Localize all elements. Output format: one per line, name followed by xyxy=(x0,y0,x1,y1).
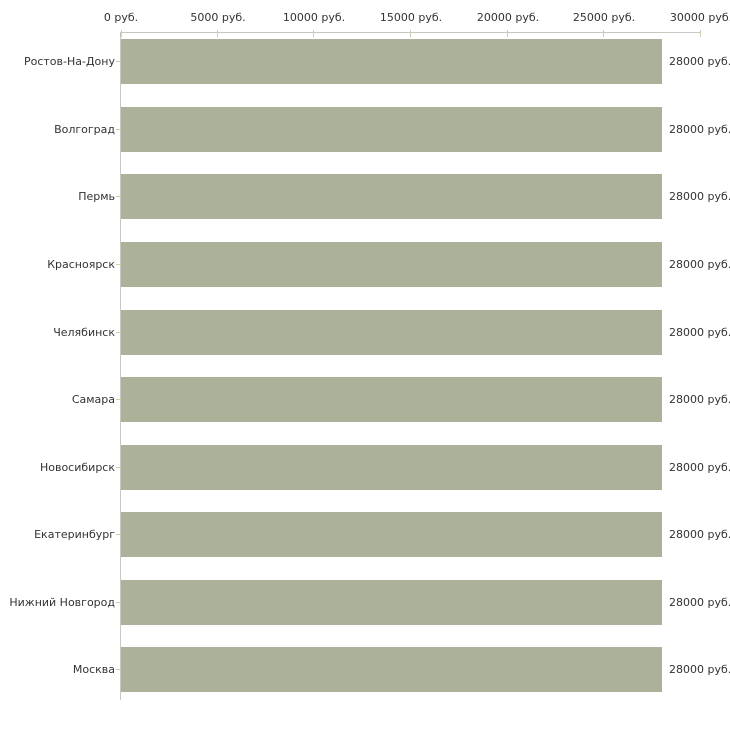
category-tick-mark xyxy=(116,602,122,603)
category-label: Ростов-На-Дону xyxy=(23,55,115,68)
x-axis-tick-mark xyxy=(507,30,508,37)
category-label: Самара xyxy=(71,393,115,406)
category-label: Екатеринбург xyxy=(34,528,115,541)
bar xyxy=(121,107,662,152)
category-tick-mark xyxy=(116,129,122,130)
value-label: 28000 руб. xyxy=(669,123,730,136)
bar xyxy=(121,512,662,557)
category-tick-mark xyxy=(116,332,122,333)
x-axis-tick-label: 10000 руб. xyxy=(282,11,346,24)
category-tick-mark xyxy=(116,196,122,197)
x-axis-tick-label: 15000 руб. xyxy=(379,11,443,24)
bar xyxy=(121,174,662,219)
value-label: 28000 руб. xyxy=(669,55,730,68)
bar xyxy=(121,377,662,422)
category-label: Новосибирск xyxy=(39,461,115,474)
chart-row: Екатеринбург 28000 руб. xyxy=(34,512,730,557)
category-label: Москва xyxy=(72,663,115,676)
x-axis-tick-label: 5000 руб. xyxy=(190,11,246,24)
bar xyxy=(121,445,662,490)
category-tick-mark xyxy=(116,61,122,62)
chart-row: Ростов-На-Дону 28000 руб. xyxy=(24,39,730,84)
chart-row: Челябинск 28000 руб. xyxy=(53,310,730,355)
category-tick-mark xyxy=(116,467,122,468)
value-label: 28000 руб. xyxy=(669,663,730,676)
value-label: 28000 руб. xyxy=(669,326,730,339)
category-tick-mark xyxy=(116,264,122,265)
x-axis-tick-mark xyxy=(217,30,218,37)
bar xyxy=(121,242,662,287)
bar xyxy=(121,580,662,625)
x-axis-tick-label: 0 руб. xyxy=(103,11,139,24)
chart-row: Нижний Новгород 28000 руб. xyxy=(9,580,730,625)
bar xyxy=(121,310,662,355)
chart-row: Новосибирск 28000 руб. xyxy=(40,445,730,490)
bar xyxy=(121,39,662,84)
x-axis-tick-mark xyxy=(121,30,122,37)
chart-row: Самара 28000 руб. xyxy=(72,377,730,422)
value-label: 28000 руб. xyxy=(669,461,730,474)
category-tick-mark xyxy=(116,534,122,535)
category-label: Нижний Новгород xyxy=(9,596,115,609)
value-label: 28000 руб. xyxy=(669,393,730,406)
plot-area: 0 руб. 5000 руб. 10000 руб. 15000 руб. 20000… xyxy=(9,11,730,700)
value-label: 28000 руб. xyxy=(669,528,730,541)
category-label: Пермь xyxy=(78,190,115,203)
chart-row: Москва 28000 руб. xyxy=(73,647,730,692)
bar xyxy=(121,647,662,692)
category-label: Волгоград xyxy=(54,123,115,136)
x-axis-tick-label: 25000 руб. xyxy=(572,11,636,24)
category-label: Челябинск xyxy=(53,326,115,339)
x-axis-tick-label: 30000 руб. xyxy=(669,11,730,24)
x-axis-tick-mark xyxy=(410,30,411,37)
chart-row: Красноярск 28000 руб. xyxy=(47,242,730,287)
chart-row: Пермь 28000 руб. xyxy=(78,174,730,219)
x-axis-tick-mark xyxy=(603,30,604,37)
chart-row: Волгоград 28000 руб. xyxy=(54,107,730,152)
category-label: Красноярск xyxy=(47,258,115,271)
x-axis-tick-mark xyxy=(313,30,314,37)
x-axis-tick-label: 20000 руб. xyxy=(476,11,540,24)
value-label: 28000 руб. xyxy=(669,190,730,203)
value-label: 28000 руб. xyxy=(669,258,730,271)
x-axis-tick-mark xyxy=(700,30,701,37)
value-label: 28000 руб. xyxy=(669,596,730,609)
category-tick-mark xyxy=(116,399,122,400)
category-tick-mark xyxy=(116,669,122,670)
